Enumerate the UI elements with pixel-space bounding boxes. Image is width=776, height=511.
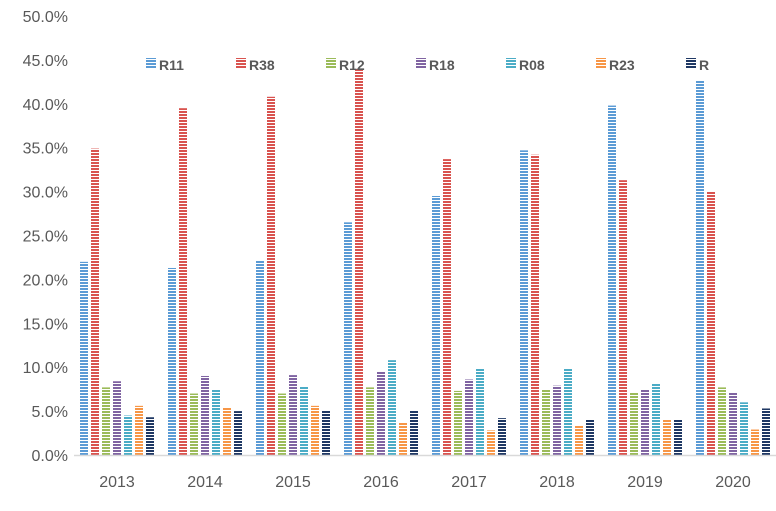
legend-label: R12 <box>339 57 365 73</box>
bar-R23-2017 <box>487 430 495 455</box>
bar-R11-2018 <box>520 150 528 456</box>
bar-R08-2015 <box>300 386 308 455</box>
legend-label: R08 <box>519 57 545 73</box>
bar-R12-2015 <box>278 393 286 455</box>
bar-R38-2019 <box>619 180 627 455</box>
bar-R12-2018 <box>542 389 550 455</box>
y-tick-label: 5.0% <box>32 404 68 421</box>
bar-R08-2017 <box>476 368 484 455</box>
bar-R11-2019 <box>608 105 616 455</box>
bar-R12-2013 <box>102 387 110 455</box>
bar-R-2013 <box>146 417 154 455</box>
bar-R12-2017 <box>454 390 462 455</box>
bar-R18-2015 <box>289 375 297 455</box>
bar-R12-2019 <box>630 392 638 455</box>
bars <box>80 68 770 456</box>
y-tick-label: 0.0% <box>32 448 68 465</box>
bar-R23-2020 <box>751 429 759 455</box>
x-tick-label: 2017 <box>451 474 487 491</box>
bar-R11-2015 <box>256 260 264 455</box>
x-tick-label: 2018 <box>539 474 575 491</box>
bar-R18-2013 <box>113 381 121 455</box>
legend-swatch-R <box>686 58 696 68</box>
y-tick-label: 20.0% <box>23 272 68 289</box>
x-tick-label: 2019 <box>627 474 663 491</box>
bar-R23-2018 <box>575 425 583 455</box>
bar-R38-2014 <box>179 108 187 455</box>
bar-R11-2016 <box>344 222 352 455</box>
y-tick-label: 40.0% <box>23 97 68 114</box>
bar-R38-2015 <box>267 96 275 455</box>
bar-R23-2019 <box>663 419 671 455</box>
bar-R-2018 <box>586 419 594 455</box>
bar-R38-2018 <box>531 154 539 455</box>
bar-R08-2013 <box>124 415 132 455</box>
legend-swatch-R11 <box>146 58 156 68</box>
x-tick-label: 2013 <box>99 474 135 491</box>
x-tick-label: 2015 <box>275 474 311 491</box>
y-tick-label: 30.0% <box>23 185 68 202</box>
legend-swatch-R08 <box>506 58 516 68</box>
bar-R23-2013 <box>135 405 143 455</box>
legend: R11 R38 R12 R18 R08 R23 R <box>146 57 709 73</box>
bar-R-2015 <box>322 410 330 455</box>
bar-R18-2020 <box>729 392 737 455</box>
bar-R11-2013 <box>80 261 88 455</box>
y-axis: 0.0% 5.0% 10.0% 15.0% 20.0% 25.0% 30.0% 35.0% 40… <box>23 9 68 465</box>
legend-swatch-R38 <box>236 58 246 68</box>
bar-R08-2020 <box>740 402 748 455</box>
y-tick-label: 45.0% <box>23 53 68 70</box>
legend-label: R18 <box>429 57 455 73</box>
bar-R18-2017 <box>465 379 473 455</box>
bar-R11-2017 <box>432 195 440 456</box>
bar-R38-2017 <box>443 159 451 455</box>
legend-label: R <box>699 57 709 73</box>
legend-swatch-R18 <box>416 58 426 68</box>
bar-R38-2020 <box>707 191 715 455</box>
y-tick-label: 10.0% <box>23 360 68 377</box>
bar-R18-2016 <box>377 371 385 455</box>
x-tick-label: 2020 <box>715 474 751 491</box>
y-tick-label: 25.0% <box>23 229 68 246</box>
bar-R12-2020 <box>718 387 726 455</box>
bar-R12-2014 <box>190 393 198 455</box>
legend-label: R38 <box>249 57 275 73</box>
bar-R11-2020 <box>696 80 704 456</box>
bar-R23-2014 <box>223 407 231 455</box>
bar-R-2014 <box>234 411 242 455</box>
legend-swatch-R23 <box>596 58 606 68</box>
bar-R18-2018 <box>553 385 561 455</box>
bar-R18-2019 <box>641 389 649 455</box>
x-tick-label: 2016 <box>363 474 399 491</box>
bar-R38-2013 <box>91 148 99 455</box>
bar-R08-2019 <box>652 383 660 455</box>
bar-R11-2014 <box>168 267 176 455</box>
bar-R-2019 <box>674 419 682 455</box>
bar-R08-2014 <box>212 389 220 455</box>
bar-R18-2014 <box>201 375 209 455</box>
bar-R23-2016 <box>399 422 407 455</box>
bar-R08-2016 <box>388 360 396 455</box>
y-tick-label: 50.0% <box>23 9 68 26</box>
x-tick-label: 2014 <box>187 474 223 491</box>
y-tick-label: 15.0% <box>23 316 68 333</box>
legend-label: R11 <box>159 57 184 73</box>
x-axis: 2013 2014 2015 2016 2017 2018 2019 2020 <box>99 474 751 491</box>
bar-R38-2016 <box>355 68 363 456</box>
bar-R-2016 <box>410 410 418 455</box>
bar-R23-2015 <box>311 405 319 455</box>
bar-R-2020 <box>762 408 770 455</box>
legend-label: R23 <box>609 57 635 73</box>
legend-swatch-R12 <box>326 58 336 68</box>
y-tick-label: 35.0% <box>23 141 68 158</box>
bar-R-2017 <box>498 418 506 455</box>
bar-R12-2016 <box>366 387 374 455</box>
bar-R08-2018 <box>564 368 572 455</box>
